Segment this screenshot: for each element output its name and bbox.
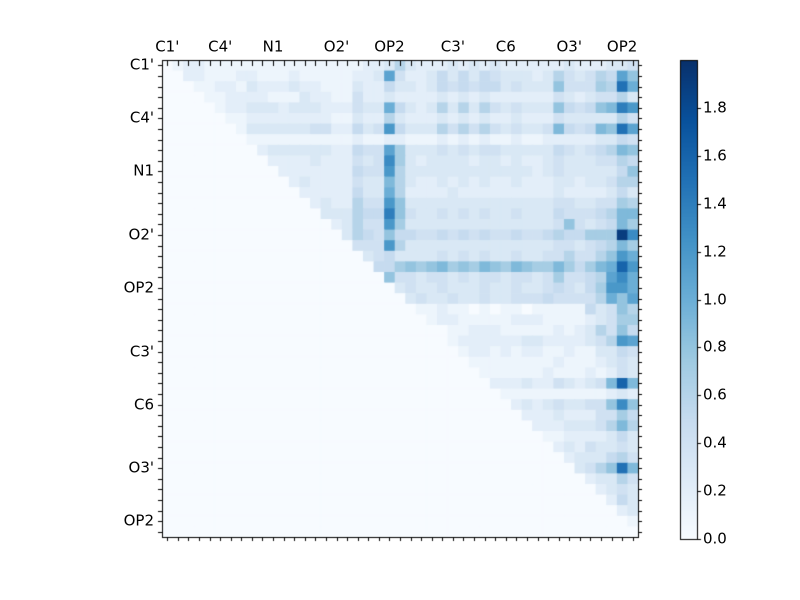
x-tick-label: N1 xyxy=(262,37,284,56)
x-tick-label: C4' xyxy=(208,37,233,56)
x-tick-label: O3' xyxy=(556,37,582,56)
x-tick-label: OP2 xyxy=(374,37,405,56)
colorbar-tick-label: 0.8 xyxy=(703,337,727,356)
colorbar-tick-label: 0.2 xyxy=(703,481,727,500)
y-tick-label: C6 xyxy=(133,395,154,413)
y-tick-label: OP2 xyxy=(123,278,154,297)
colorbar-tick-label: 1.8 xyxy=(703,98,727,117)
y-tick-label: N1 xyxy=(133,161,154,180)
x-tick-label: OP2 xyxy=(606,37,638,56)
x-tick-label: C3' xyxy=(440,37,465,56)
y-tick-label: C4' xyxy=(129,108,154,127)
x-tick-label: C6 xyxy=(495,37,516,56)
y-tick-label: O2' xyxy=(128,225,154,244)
colorbar-tick-label: 1.0 xyxy=(703,290,727,308)
colorbar-tick-label: 0.4 xyxy=(703,433,727,452)
colorbar-tick-label: 1.6 xyxy=(703,146,727,165)
colorbar-tick-label: 1.4 xyxy=(703,194,727,213)
colorbar-tick-label: 1.2 xyxy=(703,242,727,261)
colorbar-tick-label: 0.6 xyxy=(703,385,727,404)
y-tick-label: C1' xyxy=(129,55,154,74)
x-tick-label: C1' xyxy=(155,37,180,56)
y-tick-label: O3' xyxy=(128,458,154,477)
y-tick-label: C3' xyxy=(129,342,154,360)
x-tick-label: O2' xyxy=(323,37,350,56)
colorbar-tick-label: 0.0 xyxy=(703,529,727,548)
y-tick-label: OP2 xyxy=(123,511,154,530)
